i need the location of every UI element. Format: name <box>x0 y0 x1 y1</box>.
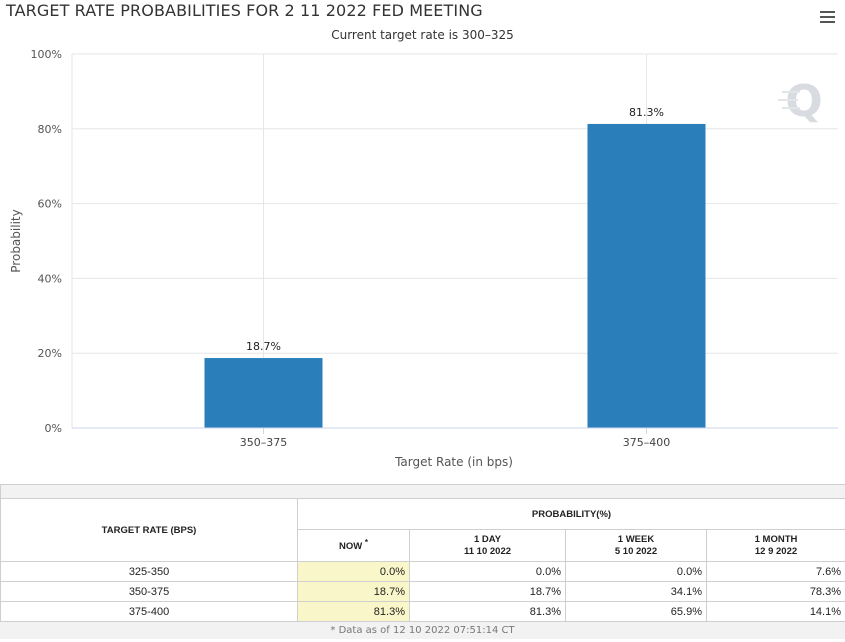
y-tick-label: 60% <box>38 198 62 211</box>
y-axis-title: Probability <box>9 209 23 272</box>
header-probability: PROBABILITY(%) <box>296 498 845 530</box>
header-1-day: 1 DAY 11 10 2022 <box>409 529 566 562</box>
chart-subtitle: Current target rate is 300–325 <box>331 28 514 42</box>
menu-icon-bar <box>820 21 835 23</box>
table-row: 375-400 81.3% 81.3% 65.9% 14.1% <box>0 601 845 622</box>
bar <box>587 123 706 429</box>
header-1-day-date: 11 10 2022 <box>463 545 512 557</box>
probability-table: TARGET RATE (BPS) PROBABILITY(%) NOW * 1… <box>0 484 845 622</box>
row-rate: 325-350 <box>0 561 298 582</box>
y-tick-label: 80% <box>38 123 62 136</box>
watermark-logo: Q <box>785 76 822 127</box>
y-tick-label: 20% <box>38 347 62 360</box>
table-row: 325-350 0.0% 0.0% 0.0% 7.6% <box>0 561 845 582</box>
y-tick-label: 100% <box>31 48 62 61</box>
header-now-label: NOW <box>339 541 363 553</box>
row-1-month: 7.6% <box>705 561 845 582</box>
header-1-month-date: 12 9 2022 <box>754 545 798 557</box>
chart-container: TARGET RATE PROBABILITIES FOR 2 11 2022 … <box>6 1 840 469</box>
y-tick-label: 40% <box>38 272 62 285</box>
row-1-day: 81.3% <box>409 601 566 622</box>
bar-chart: 0% 20% 40% 60% 80% 100% Q 18.7% 350–375 81.3% 375–… <box>9 48 838 469</box>
chart-menu-button[interactable] <box>814 6 840 28</box>
probability-table-container: TARGET RATE (BPS) PROBABILITY(%) NOW * 1… <box>0 484 845 642</box>
row-rate: 375-400 <box>0 601 298 622</box>
row-now: 18.7% <box>297 581 410 602</box>
row-1-month: 14.1% <box>705 601 845 622</box>
header-1-week: 1 WEEK 5 10 2022 <box>565 529 707 562</box>
header-1-week-label: 1 WEEK <box>617 533 655 545</box>
row-1-week: 65.9% <box>565 601 707 622</box>
data-label: 18.7% <box>246 340 281 353</box>
bar <box>204 358 323 428</box>
table-row: 350-375 18.7% 18.7% 34.1% 78.3% <box>0 581 845 602</box>
row-now: 81.3% <box>297 601 410 622</box>
header-1-month: 1 MONTH 12 9 2022 <box>705 529 845 562</box>
header-1-month-label: 1 MONTH <box>754 533 798 545</box>
header-1-week-date: 5 10 2022 <box>614 545 658 557</box>
menu-icon <box>820 11 835 13</box>
row-now: 0.0% <box>297 561 410 582</box>
header-target-rate: TARGET RATE (BPS) <box>0 498 298 562</box>
header-1-day-label: 1 DAY <box>473 533 502 545</box>
table-top-spacer <box>0 484 845 499</box>
x-axis-title: Target Rate (in bps) <box>394 455 513 469</box>
x-tick-label: 350–375 <box>240 436 288 449</box>
data-timestamp-footnote: * Data as of 12 10 2022 07:51:14 CT <box>0 622 845 639</box>
menu-icon-bar <box>820 16 835 18</box>
row-1-week: 34.1% <box>565 581 707 602</box>
x-tick-label: 375–400 <box>623 436 671 449</box>
row-1-day: 18.7% <box>409 581 566 602</box>
chart-title: TARGET RATE PROBABILITIES FOR 2 11 2022 … <box>6 1 483 20</box>
row-1-day: 0.0% <box>409 561 566 582</box>
data-label: 81.3% <box>629 106 664 119</box>
row-1-month: 78.3% <box>705 581 845 602</box>
row-rate: 350-375 <box>0 581 298 602</box>
row-1-week: 0.0% <box>565 561 707 582</box>
header-now-mark: * <box>364 538 368 548</box>
y-tick-label: 0% <box>45 422 62 435</box>
header-now: NOW * <box>297 529 410 562</box>
